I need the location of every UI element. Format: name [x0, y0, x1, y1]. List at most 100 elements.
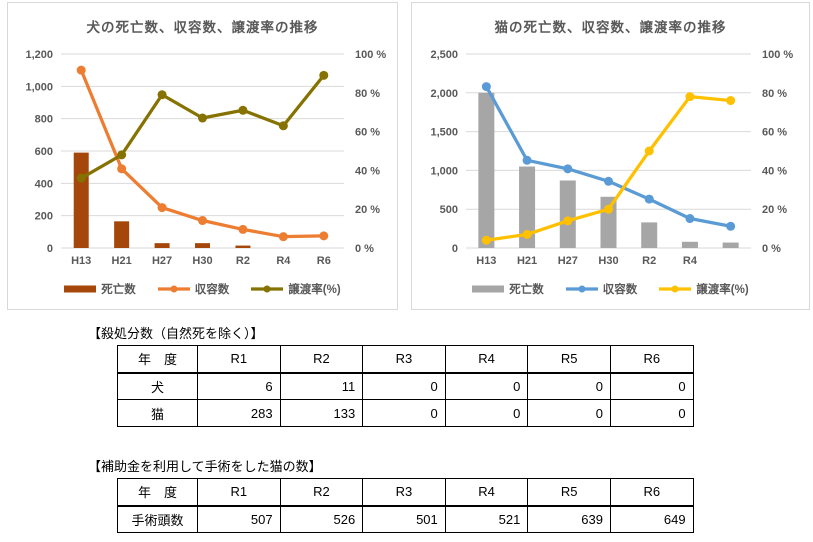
right-axis-tick-label: 40 %	[355, 165, 380, 177]
x-axis-tick-label: H21	[112, 255, 132, 267]
legend-intake-swatch	[157, 285, 190, 293]
table-header-cell: R3	[362, 345, 446, 374]
left-axis-tick-label: 1,500	[430, 127, 458, 139]
deaths-bar	[235, 245, 251, 248]
cat-chart-legend: 死亡数 収容数 譲渡率(%)	[412, 281, 809, 297]
left-axis-tick-label: 1,000	[25, 81, 53, 93]
intake-marker	[522, 155, 532, 165]
left-axis-tick-label: 500	[440, 204, 458, 216]
legend-item-intake: 収容数	[565, 281, 638, 297]
left-axis-tick-label: 0	[47, 243, 53, 255]
x-axis-tick-label: R2	[236, 255, 250, 267]
x-axis-tick-label: H30	[192, 255, 212, 267]
legend-deaths-swatch	[64, 285, 97, 293]
legend-adoption-rate-swatch	[659, 285, 692, 293]
table-row: 犬 6 11 0 0 0 0	[117, 372, 694, 400]
value-cell: 0	[609, 372, 694, 400]
adoption-rate-marker	[278, 121, 288, 131]
legend-item-deaths: 死亡数	[472, 281, 544, 297]
table-header-cell: R3	[362, 478, 446, 507]
value-cell: 0	[527, 399, 611, 427]
intake-marker	[644, 194, 654, 204]
adoption-rate-marker	[117, 150, 127, 160]
legend-deaths-swatch	[472, 285, 505, 293]
deaths-bar	[73, 152, 89, 248]
culled-table-title: 【殺処分数（自然死を除く）】	[88, 326, 264, 341]
legend-adoption-rate-label: 譲渡率(%)	[696, 284, 749, 296]
legend-intake-swatch	[565, 285, 598, 293]
x-axis-tick-label: H27	[152, 255, 172, 267]
left-axis-tick-label: 1,000	[430, 165, 458, 177]
deaths-bar	[519, 166, 536, 248]
adoption-rate-marker	[481, 235, 491, 245]
right-axis-tick-label: 100 %	[762, 49, 793, 61]
table-row: 手術頭数 507 526 501 521 639 649	[117, 505, 694, 533]
adoption-rate-marker	[319, 70, 329, 80]
table-header-row: 年 度 R1 R2 R3 R4 R5 R6	[117, 478, 694, 507]
intake-marker	[726, 221, 736, 231]
table-header-cell: R6	[609, 345, 694, 374]
value-cell: 639	[527, 505, 611, 533]
value-cell: 649	[609, 505, 694, 533]
value-cell: 133	[279, 399, 364, 427]
dog-chart-panel: 0 200 400 600 800 1,000 1,200 0 % 20 % 40 % 60 % 80…	[7, 2, 398, 310]
right-axis-tick-label: 20 %	[355, 204, 380, 216]
table-header-cell: R6	[609, 478, 694, 507]
adoption-rate-marker	[198, 113, 207, 123]
intake-marker	[563, 164, 573, 174]
row-label-cell: 犬	[117, 372, 198, 400]
intake-marker	[685, 214, 695, 224]
cat-chart-panel: 0 500 1,000 1,500 2,000 2,500 0 % 20 % 40 % 60 % 8…	[411, 2, 810, 310]
intake-marker	[278, 232, 288, 242]
adoption-rate-marker	[522, 229, 532, 239]
table-header-cell: 年 度	[117, 345, 198, 374]
table-header-cell: R4	[444, 345, 529, 374]
table-header-cell: R2	[279, 478, 364, 507]
deaths-bar	[195, 243, 210, 248]
x-axis-tick-label: R4	[683, 255, 698, 267]
value-cell: 283	[197, 399, 281, 427]
right-axis-tick-label: 0 %	[762, 243, 781, 255]
x-axis-tick-label: H21	[517, 255, 537, 267]
value-cell: 0	[362, 372, 446, 400]
intake-marker	[198, 216, 207, 226]
value-cell: 521	[444, 505, 529, 533]
x-axis-tick-label: R2	[642, 255, 656, 267]
right-axis-tick-label: 40 %	[762, 165, 787, 177]
right-axis-tick-label: 100 %	[355, 49, 386, 61]
right-axis-tick-label: 80 %	[355, 88, 380, 100]
deaths-bar	[600, 196, 617, 248]
deaths-bar	[559, 180, 576, 248]
value-cell: 6	[197, 372, 281, 400]
left-axis-tick-label: 800	[35, 114, 53, 126]
legend-intake-label: 収容数	[194, 284, 230, 296]
row-label-cell: 猫	[117, 399, 198, 427]
value-cell: 0	[444, 399, 529, 427]
dog-chart-title: 犬の死亡数、収容数、譲渡率の推移	[86, 20, 319, 35]
legend-intake-label: 収容数	[602, 284, 638, 296]
deaths-bar	[641, 222, 658, 248]
legend-item-deaths: 死亡数	[64, 281, 136, 297]
adoption-rate-marker	[238, 105, 248, 115]
table-row: 猫 283 133 0 0 0 0	[117, 399, 694, 427]
legend-item-intake: 収容数	[157, 281, 230, 297]
left-axis-tick-label: 2,500	[430, 49, 458, 61]
right-axis-tick-label: 80 %	[762, 88, 787, 100]
dog-chart-legend: 死亡数 収容数 譲渡率(%)	[8, 281, 397, 297]
deaths-bar	[114, 221, 130, 248]
value-cell: 526	[279, 505, 364, 533]
legend-item-adoption-rate: 譲渡率(%)	[251, 281, 341, 297]
deaths-bar	[722, 242, 739, 248]
legend-adoption-rate-label: 譲渡率(%)	[288, 284, 341, 296]
value-cell: 0	[444, 372, 529, 400]
left-axis-tick-label: 2,000	[430, 88, 458, 100]
intake-marker	[481, 82, 491, 92]
surgery-table: 年 度 R1 R2 R3 R4 R5 R6 手術頭数 507 526 501 521 639 649	[117, 478, 694, 533]
table-header-cell: R5	[527, 345, 611, 374]
intake-marker	[117, 164, 127, 174]
right-axis-tick-label: 60 %	[355, 127, 380, 139]
intake-marker	[319, 231, 329, 241]
right-axis-tick-label: 0 %	[355, 243, 374, 255]
adoption-rate-marker	[644, 146, 654, 156]
cat-chart-title: 猫の死亡数、収容数、譲渡率の推移	[494, 20, 727, 35]
